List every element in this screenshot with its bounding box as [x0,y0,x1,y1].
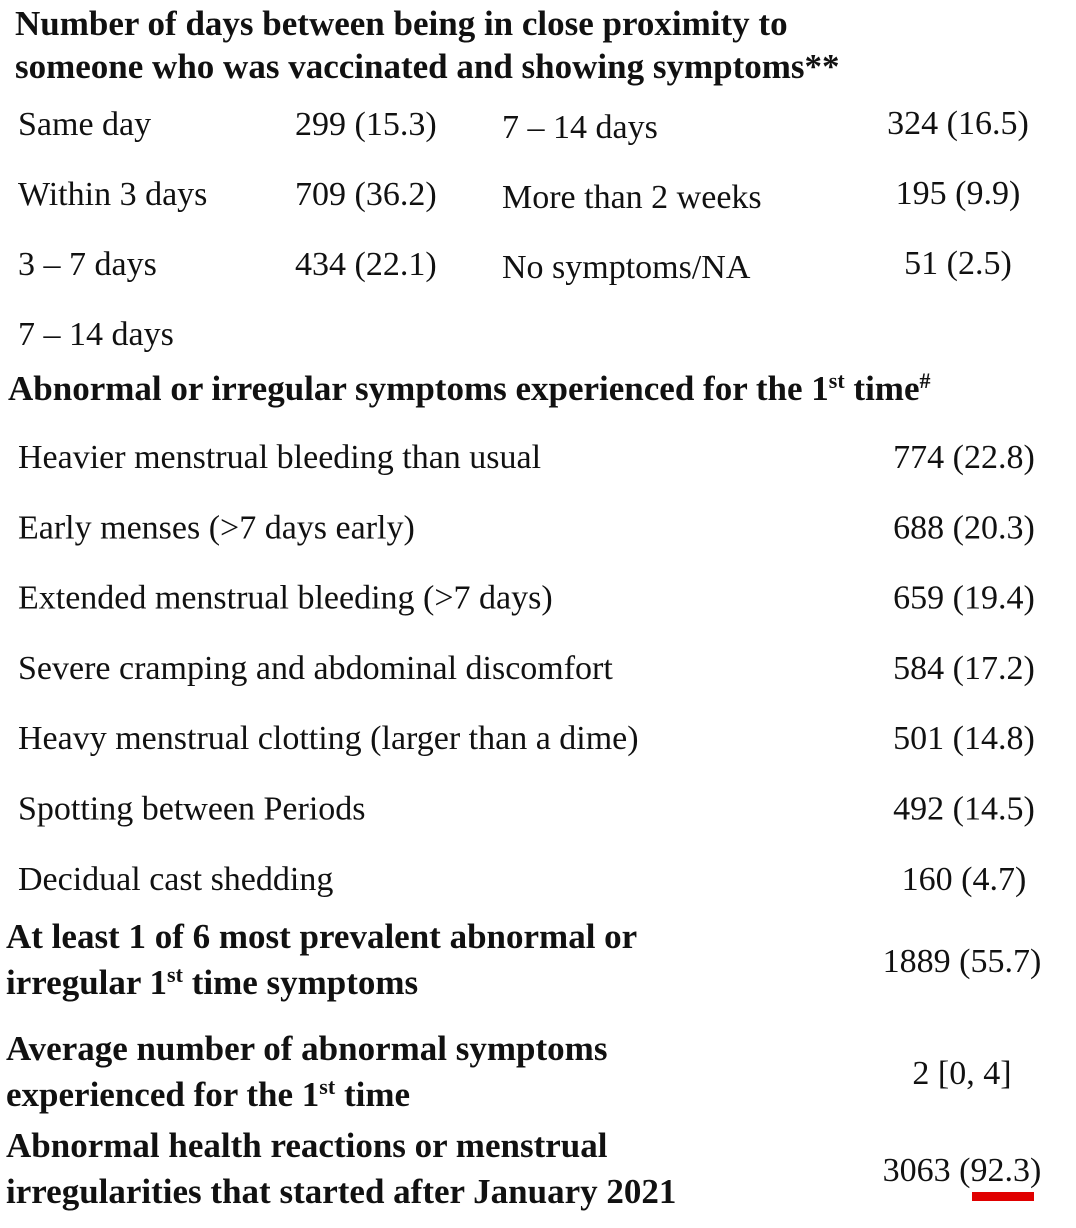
text-segment: Abnormal or irregular symptoms experienc… [8,369,829,408]
text-segment: Abnormal health reactions or menstrual [6,1126,608,1165]
row-label: 7 – 14 days [18,316,174,353]
text-segment: time [845,369,920,408]
text-segment: time symptoms [183,963,418,1002]
row-label: Decidual cast shedding [18,861,333,898]
row-value: 324 (16.5) [887,105,1029,142]
row-value: 299 (15.3) [295,106,437,143]
row-label: Early menses (>7 days early) [18,509,415,546]
section-heading: Abnormal or irregular symptoms experienc… [8,368,931,409]
summary-label: At least 1 of 6 most prevalent abnormal … [6,917,637,956]
summary-value: 2 [0, 4] [912,1055,1011,1092]
summary-label: Abnormal health reactions or menstrual [6,1126,608,1165]
summary-label: Average number of abnormal symptoms [6,1029,607,1068]
row-value: 51 (2.5) [904,245,1012,282]
row-value: 160 (4.7) [902,861,1027,898]
row-value: 709 (36.2) [295,176,437,213]
row-label: 3 – 7 days [18,246,157,283]
row-label: Extended menstrual bleeding (>7 days) [18,580,553,617]
superscript: st [319,1074,336,1099]
row-value: 434 (22.1) [295,246,437,283]
text-segment: At least 1 of 6 most prevalent abnormal … [6,917,637,956]
superscript: st [167,962,184,987]
row-value: 774 (22.8) [893,439,1035,476]
row-value: 492 (14.5) [893,791,1035,828]
row-label: Heavier menstrual bleeding than usual [18,439,541,476]
row-value: 584 (17.2) [893,650,1035,687]
row-label: More than 2 weeks [502,179,762,216]
summary-label: irregular 1st time symptoms [6,962,418,1003]
summary-value: 3063 (92.3) [883,1152,1042,1189]
row-label: 7 – 14 days [502,109,658,146]
red-underline [972,1192,1034,1201]
summary-label: irregularities that started after Januar… [6,1172,676,1211]
text-segment: time [335,1075,410,1114]
row-value: 688 (20.3) [893,509,1035,546]
text-segment: experienced for the 1 [6,1075,319,1114]
section-title: someone who was vaccinated and showing s… [15,47,840,86]
section-title: Number of days between being in close pr… [15,4,788,43]
superscript: # [920,368,931,393]
row-label: Severe cramping and abdominal discomfort [18,650,613,687]
text-segment: irregular 1 [6,963,167,1002]
text-segment: irregularities that started after Januar… [6,1172,676,1211]
row-value: 501 (14.8) [893,720,1035,757]
row-label: Heavy menstrual clotting (larger than a … [18,720,639,757]
row-label: Within 3 days [18,176,207,213]
row-value: 659 (19.4) [893,580,1035,617]
row-label: Same day [18,106,151,143]
row-label: Spotting between Periods [18,791,366,828]
summary-value: 1889 (55.7) [883,943,1042,980]
row-label: No symptoms/NA [502,249,751,286]
summary-label: experienced for the 1st time [6,1074,410,1115]
superscript: st [829,368,846,393]
text-segment: Average number of abnormal symptoms [6,1029,607,1068]
row-value: 195 (9.9) [896,175,1021,212]
